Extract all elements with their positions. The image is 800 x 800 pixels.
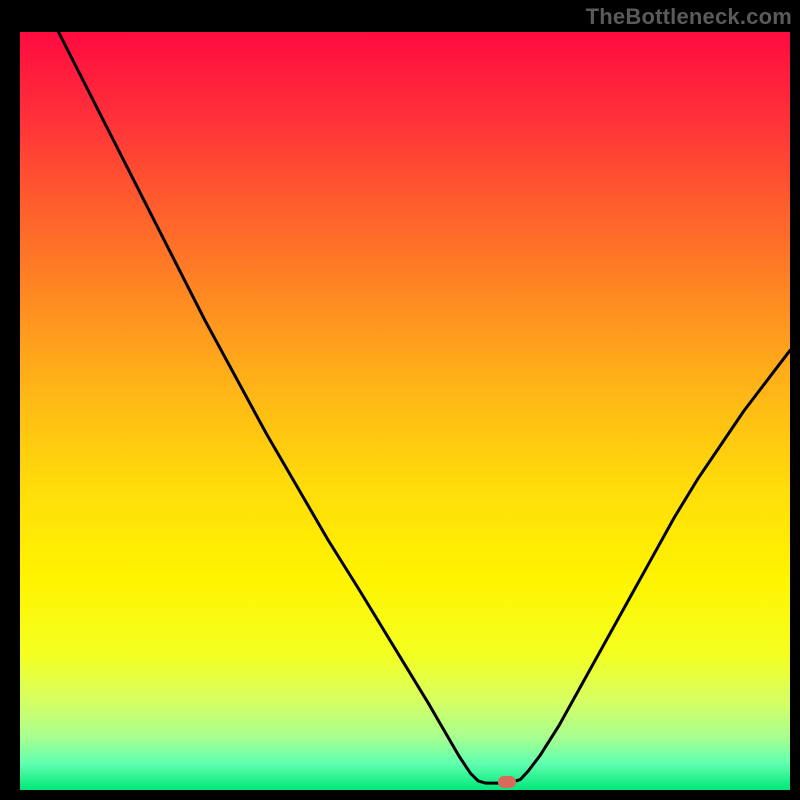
gradient-background: [20, 32, 790, 790]
plot-svg: [20, 32, 790, 790]
plot-area: [20, 32, 790, 790]
chart-container: TheBottleneck.com: [0, 0, 800, 800]
optimum-marker: [498, 776, 516, 788]
watermark-text: TheBottleneck.com: [586, 4, 792, 30]
